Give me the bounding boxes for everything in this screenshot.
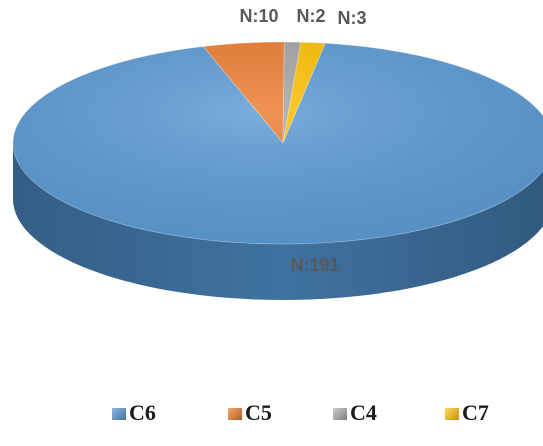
legend-item-c4: C4 xyxy=(333,400,377,426)
data-label-c5: N:10 xyxy=(239,6,278,26)
data-label-c4: N:2 xyxy=(296,6,325,26)
legend-swatch-c6 xyxy=(112,408,126,420)
legend-label-c5: C5 xyxy=(245,400,272,425)
pie-chart: N:191 N:10 N:2 N:3 xyxy=(12,6,543,300)
legend-swatch-c5 xyxy=(228,408,242,420)
legend-label-c7: C7 xyxy=(462,400,489,425)
legend-item-c5: C5 xyxy=(228,400,272,426)
legend-item-c7: C7 xyxy=(445,400,489,426)
pie-top-highlight xyxy=(13,42,543,244)
legend-item-c6: C6 xyxy=(112,400,156,426)
chart-legend: C6 C5 C4 C7 xyxy=(0,400,543,440)
legend-swatch-c4 xyxy=(333,408,347,420)
legend-swatch-c7 xyxy=(445,408,459,420)
data-label-c6: N:191 xyxy=(290,255,339,275)
legend-label-c4: C4 xyxy=(350,400,377,425)
data-label-c7: N:3 xyxy=(337,8,366,28)
pie-side-shade-c6 xyxy=(13,143,543,300)
legend-label-c6: C6 xyxy=(129,400,156,425)
